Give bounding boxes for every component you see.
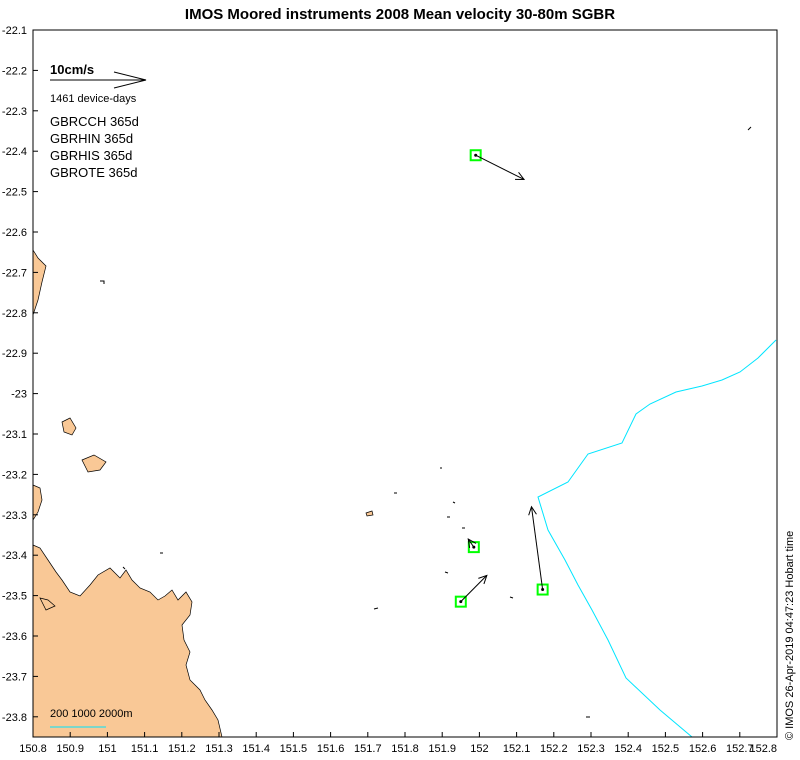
mooring-layer [454, 149, 549, 608]
x-tick-label: 152.7 [726, 743, 754, 755]
velocity-arrow-head [467, 538, 477, 549]
land-layer [32, 248, 374, 738]
x-tick-label: 152 [470, 743, 488, 755]
y-axis: -22.1 -22.2 -22.3 -22.4 -22.5 -22.6 -22.7 -22.8… [2, 25, 38, 724]
x-tick-label: 152.2 [540, 743, 568, 755]
x-tick-label: 151.8 [391, 743, 419, 755]
x-tick-label: 151.6 [317, 743, 345, 755]
velocity-arrow [475, 154, 525, 180]
islet [122, 566, 126, 570]
velocity-arrow-head [528, 505, 537, 516]
x-tick-label: 150.9 [56, 743, 84, 755]
y-tick-label: -22.9 [2, 348, 27, 360]
y-tick-label: -22.1 [2, 25, 27, 37]
islet [100, 280, 105, 284]
y-tick-label: -23.4 [2, 550, 27, 562]
legend-mooring: GBRCCH 365d [50, 114, 139, 129]
y-tick-label: -23.5 [2, 591, 27, 603]
mooring-marker [454, 595, 467, 608]
legend-mooring: GBRHIN 365d [50, 131, 134, 146]
x-tick-label: 152.3 [577, 743, 605, 755]
velocity-arrow [460, 575, 488, 603]
map-title: IMOS Moored instruments 2008 Mean veloci… [184, 6, 616, 23]
y-tick-label: -22.6 [2, 227, 27, 239]
legend-speed-scale: 10cm/s [50, 62, 95, 77]
legend-device-days: 1461 device-days [50, 93, 137, 105]
y-tick-label: -23.1 [2, 429, 27, 441]
mooring-marker [536, 583, 549, 596]
x-tick-label: 152.8 [749, 743, 777, 755]
islet [747, 126, 752, 131]
y-tick-label: -23.6 [2, 631, 27, 643]
velocity-arrow [467, 538, 475, 548]
x-tick-label: 151 [98, 743, 116, 755]
y-tick-label: -23.8 [2, 712, 27, 724]
mooring-marker [469, 149, 482, 162]
x-tick-label: 152.1 [503, 743, 531, 755]
islet [509, 596, 514, 599]
x-tick-label: 151.9 [428, 743, 456, 755]
islet-layer [100, 126, 752, 718]
y-tick-label: -22.3 [2, 106, 27, 118]
x-axis: 150.8 150.9 151 151.1 151.2 151.3 151.4 151.5 15… [19, 732, 778, 755]
y-tick-label: -22.7 [2, 267, 27, 279]
legend-scale-arrow [50, 71, 147, 89]
x-tick-label: 151.2 [168, 743, 196, 755]
y-tick-label: -23 [11, 389, 27, 401]
y-tick-label: -22.8 [2, 308, 27, 320]
isobath-line [537, 339, 777, 738]
legend-mooring: GBROTE 365d [50, 165, 138, 180]
island-d [365, 510, 374, 517]
bathy-scale-label: 200 1000 2000m [50, 708, 133, 720]
y-tick-label: -22.4 [2, 146, 27, 158]
velocity-arrow-head [515, 172, 526, 180]
legend-mooring-list: GBRCCH 365d GBRHIN 365d GBRHIS 365d GBRO… [50, 113, 139, 181]
x-tick-label: 151.4 [242, 743, 270, 755]
islet [373, 607, 379, 610]
x-tick-label: 150.8 [19, 743, 47, 755]
x-tick-label: 152.6 [689, 743, 717, 755]
y-tick-label: -23.7 [2, 671, 27, 683]
x-tick-label: 151.3 [205, 743, 233, 755]
x-tick-label: 152.4 [614, 743, 642, 755]
north-coast [32, 248, 47, 316]
timestamp-stamp: © IMOS 26-Apr-2019 04:47:23 Hobart time [784, 530, 796, 740]
island-c [39, 597, 56, 611]
y-tick-label: -23.3 [2, 510, 27, 522]
x-tick-label: 151.1 [131, 743, 159, 755]
islet [444, 571, 449, 574]
velocity-arrow [530, 506, 544, 590]
island-b [81, 454, 107, 473]
velocity-arrow-head [478, 574, 488, 585]
island-a [61, 417, 77, 436]
x-tick-label: 152.5 [652, 743, 680, 755]
mainland-coast [32, 544, 223, 738]
y-tick-label: -22.5 [2, 187, 27, 199]
legend-mooring: GBRHIS 365d [50, 148, 133, 163]
x-tick-label: 151.5 [280, 743, 308, 755]
islet [452, 501, 456, 504]
y-tick-label: -22.2 [2, 65, 27, 77]
y-tick-label: -23.2 [2, 469, 27, 481]
x-tick-label: 151.7 [354, 743, 382, 755]
